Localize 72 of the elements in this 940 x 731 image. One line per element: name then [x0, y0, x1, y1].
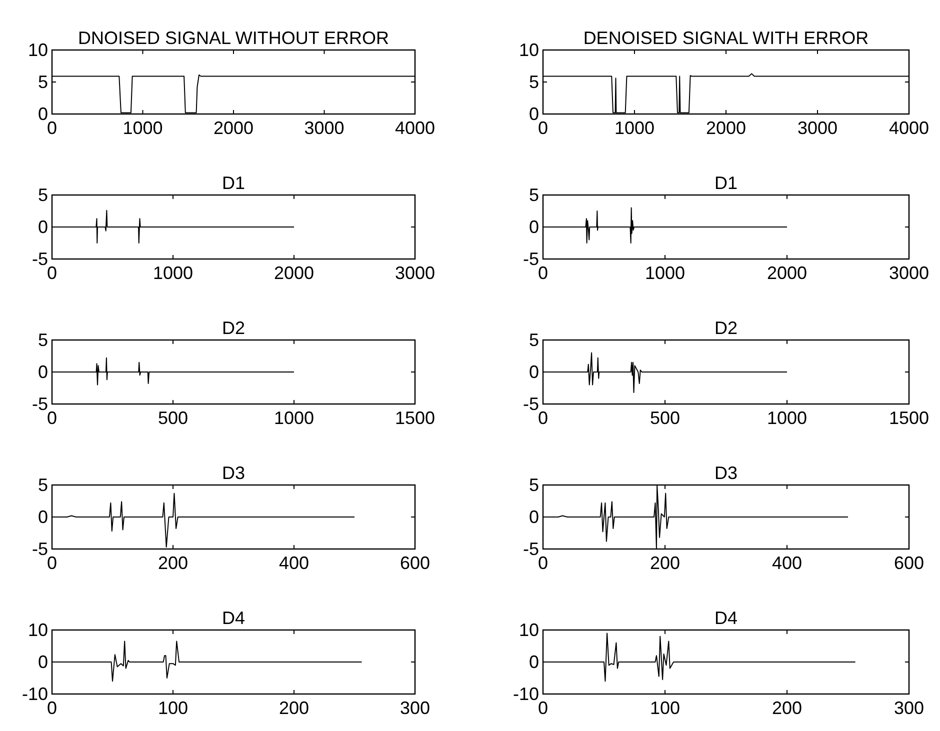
y-tick-label: -10: [512, 684, 539, 704]
y-tick-label: 5: [528, 330, 539, 350]
chart-title: D1: [222, 173, 246, 193]
x-tick-label: 3000: [888, 263, 930, 283]
y-tick-label: -5: [522, 539, 539, 559]
x-tick-label: 1000: [152, 263, 194, 283]
y-tick-label: 10: [28, 40, 48, 60]
x-tick-label: 1000: [644, 263, 686, 283]
x-tick-label: 500: [158, 408, 188, 428]
y-tick-label: -10: [22, 684, 48, 704]
x-tick-label: 200: [772, 698, 802, 718]
x-tick-label: 600: [894, 553, 924, 573]
x-tick-label: 3000: [304, 118, 344, 138]
chart-title: D1: [714, 173, 738, 193]
x-tick-label: 300: [400, 698, 430, 718]
x-tick-label: 1000: [614, 118, 655, 138]
y-tick-label: 5: [528, 72, 539, 92]
y-tick-label: 0: [528, 362, 539, 382]
x-tick-label: 2000: [706, 118, 746, 138]
x-tick-label: 400: [278, 553, 310, 573]
y-tick-label: 0: [528, 652, 539, 672]
y-tick-label: 5: [38, 475, 48, 495]
y-tick-label: 0: [38, 362, 48, 382]
x-tick-label: 2000: [213, 118, 254, 138]
x-tick-label: 1000: [766, 408, 808, 428]
y-tick-label: -5: [522, 249, 539, 269]
x-tick-label: 1000: [274, 408, 314, 428]
y-tick-label: 10: [518, 620, 539, 640]
x-tick-label: 600: [400, 553, 430, 573]
x-tick-label: 200: [278, 698, 310, 718]
x-tick-label: 400: [772, 553, 802, 573]
chart-title: D3: [714, 463, 738, 483]
chart-title: DNOISED SIGNAL WITHOUT ERROR: [78, 28, 390, 48]
y-tick-label: -5: [522, 394, 539, 414]
x-tick-label: 2000: [766, 263, 808, 283]
chart-title: D2: [714, 318, 738, 338]
y-tick-label: 5: [38, 72, 48, 92]
x-tick-label: 4000: [394, 118, 436, 138]
x-tick-label: 4000: [888, 118, 930, 138]
x-tick-label: 100: [650, 698, 680, 718]
x-tick-label: 300: [894, 698, 924, 718]
y-tick-label: 10: [518, 40, 539, 60]
y-tick-label: 5: [38, 330, 48, 350]
chart-title: DENOISED SIGNAL WITH ERROR: [583, 28, 869, 48]
y-tick-label: 0: [38, 104, 48, 124]
y-tick-label: -5: [32, 249, 48, 269]
chart-title: D2: [222, 318, 246, 338]
y-tick-label: 10: [28, 620, 48, 640]
chart-title: D3: [222, 463, 246, 483]
chart-title: D4: [714, 608, 738, 628]
y-tick-label: 5: [38, 185, 48, 205]
x-tick-label: 200: [158, 553, 188, 573]
y-tick-label: 0: [528, 217, 539, 237]
x-tick-label: 3000: [797, 118, 838, 138]
y-tick-label: 0: [38, 217, 48, 237]
x-tick-label: 1500: [888, 408, 930, 428]
y-tick-label: 0: [528, 104, 539, 124]
y-tick-label: 0: [528, 507, 539, 527]
x-tick-label: 500: [650, 408, 680, 428]
y-tick-label: -5: [32, 394, 48, 414]
x-tick-label: 2000: [274, 263, 314, 283]
y-tick-label: 0: [38, 652, 48, 672]
y-tick-label: 5: [528, 475, 539, 495]
x-tick-label: 1000: [122, 118, 163, 138]
x-tick-label: 200: [650, 553, 680, 573]
x-tick-label: 3000: [394, 263, 436, 283]
chart-title: D4: [222, 608, 246, 628]
y-tick-label: 5: [528, 185, 539, 205]
x-tick-label: 100: [158, 698, 188, 718]
y-tick-label: -5: [32, 539, 48, 559]
y-tick-label: 0: [38, 507, 48, 527]
x-tick-label: 1500: [394, 408, 436, 428]
